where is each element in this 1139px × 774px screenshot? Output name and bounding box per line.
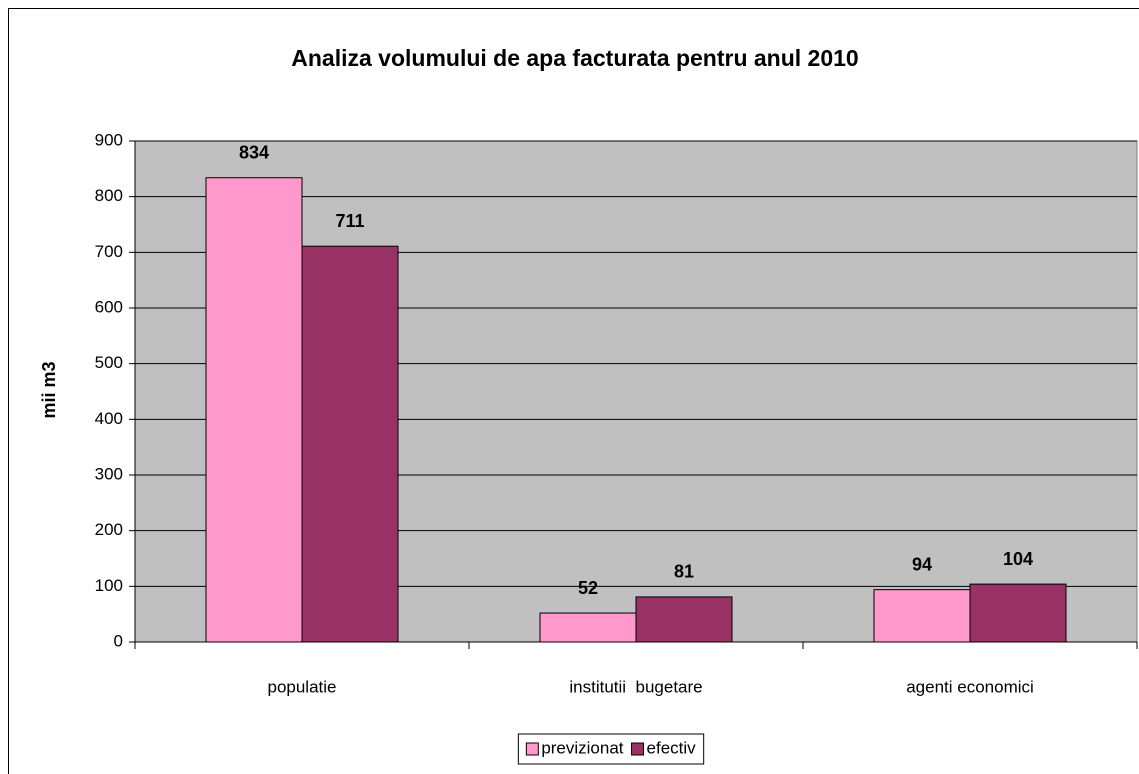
value-label: 94 [912, 554, 932, 574]
y-axis-label: mii m3 [39, 361, 59, 418]
value-label: 104 [1003, 549, 1033, 569]
y-tick-label: 0 [114, 631, 123, 650]
y-tick-label: 800 [95, 186, 123, 205]
legend-swatch [525, 742, 539, 756]
value-label: 711 [335, 211, 364, 231]
value-label: 52 [578, 578, 598, 598]
y-tick-label: 200 [95, 520, 123, 539]
legend-swatch [631, 742, 645, 756]
y-tick-label: 300 [95, 464, 123, 483]
y-tick-label: 900 [95, 130, 123, 149]
bar [873, 589, 971, 643]
y-tick-label: 400 [95, 409, 123, 428]
y-tick-label: 500 [95, 353, 123, 372]
bar [301, 245, 399, 643]
bar [969, 583, 1067, 643]
bar [635, 596, 733, 643]
legend [517, 733, 705, 765]
value-label: 81 [674, 562, 694, 582]
chart-title: Analiza volumului de apa facturata pentr… [291, 45, 858, 71]
value-label: 834 [239, 142, 269, 162]
bar [205, 177, 303, 643]
legend-label: previzionat [541, 738, 623, 757]
x-tick-label: populatie [267, 677, 336, 696]
legend-label: efectiv [647, 738, 697, 757]
y-tick-label: 100 [95, 576, 123, 595]
y-tick-label: 700 [95, 242, 123, 261]
x-tick-label: agenti economici [906, 677, 1034, 696]
y-tick-label: 600 [95, 297, 123, 316]
x-tick-label: institutii bugetare [569, 677, 702, 696]
bar [539, 612, 637, 643]
